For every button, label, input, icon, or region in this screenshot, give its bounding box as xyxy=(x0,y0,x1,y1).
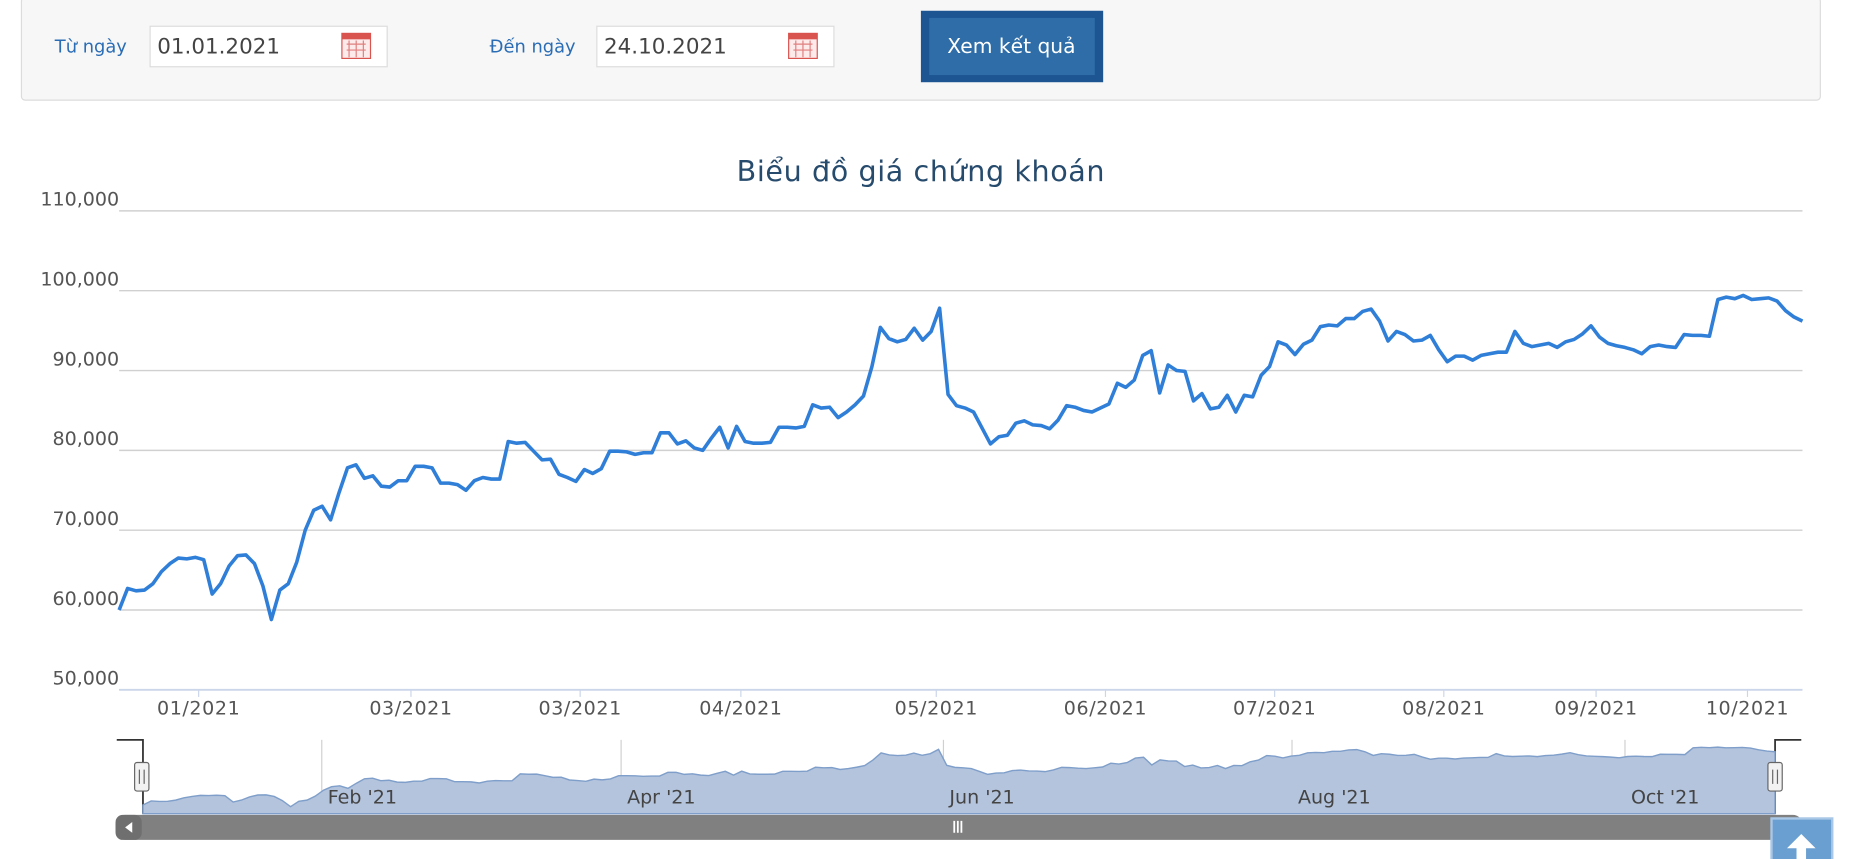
navigator-area xyxy=(142,746,1776,815)
x-tick-label: 10/2021 xyxy=(1706,697,1789,719)
navigator-tick-label: Apr '21 xyxy=(627,787,695,809)
nav-handle[interactable] xyxy=(134,761,150,792)
chart-title: Biểu đồ giá chứng khoán xyxy=(737,154,1105,188)
submit-button-label[interactable]: Xem kết quả xyxy=(947,34,1075,58)
y-tick-label: 110,000 xyxy=(40,189,119,211)
nav-handle[interactable] xyxy=(1767,761,1783,792)
x-tick-label: 07/2021 xyxy=(1233,697,1316,719)
scrollbar[interactable] xyxy=(115,814,1803,840)
navigator-tick-label: Aug '21 xyxy=(1298,787,1371,809)
to-label: Đến ngày xyxy=(490,37,576,58)
y-tick-label: 100,000 xyxy=(40,268,119,290)
navigator-tick-label: Jun '21 xyxy=(948,787,1014,809)
y-tick-label: 60,000 xyxy=(52,588,119,610)
scroll-to-top-button[interactable] xyxy=(1770,817,1834,859)
submit-button[interactable]: Xem kết quả xyxy=(920,10,1104,83)
x-tick-label: 09/2021 xyxy=(1554,697,1637,719)
navigator-tick-label: Feb '21 xyxy=(328,787,397,809)
from-label: Từ ngày xyxy=(54,37,128,58)
x-tick-label: 03/2021 xyxy=(539,697,622,719)
x-tick-label: 04/2021 xyxy=(699,697,782,719)
x-tick-label: 05/2021 xyxy=(895,697,978,719)
plot-area: 50,000 60,000 70,000 80,000 90,000 100,000 110… xyxy=(40,189,1804,719)
navigator-tick-label: Oct '21 xyxy=(1631,787,1699,809)
price-line xyxy=(117,293,1804,622)
x-tick-label: 01/2021 xyxy=(157,697,240,719)
y-tick-label: 90,000 xyxy=(52,348,119,370)
calendar-icon[interactable] xyxy=(788,32,818,59)
calendar-icon[interactable] xyxy=(341,32,372,59)
y-tick-label: 70,000 xyxy=(52,508,119,530)
to-date-value: 24.10.2021 xyxy=(604,35,727,60)
navigator: Feb '21 Apr '21 Jun '21 Aug '21 Oct '21 xyxy=(142,739,1776,815)
x-tick-label: 08/2021 xyxy=(1402,697,1485,719)
x-tick-label: 06/2021 xyxy=(1064,697,1147,719)
y-tick-label: 80,000 xyxy=(52,428,119,450)
from-date-value: 01.01.2021 xyxy=(157,35,280,60)
x-tick-label: 03/2021 xyxy=(369,697,452,719)
y-tick-label: 50,000 xyxy=(52,668,119,690)
